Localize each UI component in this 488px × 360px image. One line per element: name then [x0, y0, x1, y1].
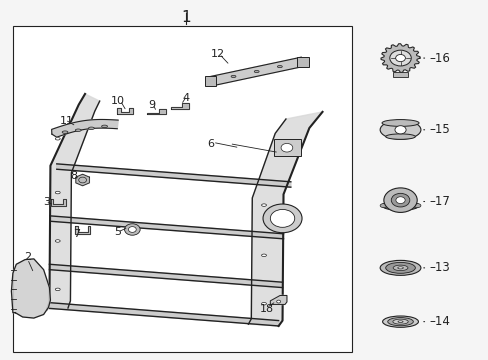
Circle shape — [281, 143, 292, 152]
Bar — [13, 26, 351, 352]
Text: –13: –13 — [429, 261, 449, 274]
Ellipse shape — [381, 120, 418, 126]
Circle shape — [276, 300, 280, 303]
Circle shape — [390, 193, 409, 207]
Text: –14: –14 — [429, 315, 450, 328]
Polygon shape — [208, 57, 304, 86]
Ellipse shape — [261, 204, 266, 206]
Ellipse shape — [385, 262, 414, 273]
Text: 6: 6 — [206, 139, 213, 149]
Ellipse shape — [55, 288, 60, 291]
Ellipse shape — [278, 152, 283, 154]
Text: –15: –15 — [429, 123, 449, 136]
Ellipse shape — [55, 240, 60, 242]
Text: 5: 5 — [114, 227, 121, 237]
Circle shape — [263, 204, 302, 233]
Text: 8: 8 — [70, 171, 77, 181]
Polygon shape — [76, 174, 89, 186]
Text: 4: 4 — [182, 93, 189, 103]
Ellipse shape — [379, 203, 387, 208]
Ellipse shape — [277, 66, 282, 68]
Text: –16: –16 — [429, 51, 450, 64]
Circle shape — [270, 210, 294, 227]
Circle shape — [383, 188, 416, 212]
Ellipse shape — [392, 265, 407, 271]
Bar — [392, 72, 407, 77]
Ellipse shape — [397, 267, 403, 269]
Ellipse shape — [254, 71, 259, 73]
Ellipse shape — [75, 129, 81, 131]
Text: 18: 18 — [259, 304, 273, 314]
Ellipse shape — [261, 302, 266, 305]
Polygon shape — [380, 44, 419, 72]
Polygon shape — [50, 216, 283, 239]
Circle shape — [124, 224, 140, 235]
Circle shape — [394, 126, 405, 134]
Polygon shape — [52, 120, 118, 137]
Ellipse shape — [385, 134, 414, 139]
Text: 9: 9 — [148, 100, 155, 110]
Text: 10: 10 — [110, 96, 124, 106]
Text: 7: 7 — [73, 229, 80, 239]
Ellipse shape — [392, 319, 407, 324]
Ellipse shape — [231, 75, 236, 77]
Text: 3: 3 — [43, 197, 50, 207]
Bar — [297, 57, 308, 67]
Polygon shape — [270, 296, 286, 305]
Text: 2: 2 — [24, 252, 31, 262]
Ellipse shape — [379, 120, 420, 139]
Circle shape — [389, 50, 410, 66]
Text: 12: 12 — [210, 49, 224, 59]
Circle shape — [395, 197, 405, 203]
Ellipse shape — [381, 201, 418, 210]
Ellipse shape — [62, 131, 68, 134]
Polygon shape — [51, 199, 65, 206]
Ellipse shape — [55, 138, 60, 140]
Ellipse shape — [55, 191, 60, 194]
Polygon shape — [147, 109, 166, 114]
Text: –17: –17 — [429, 195, 450, 208]
Text: 1: 1 — [181, 10, 190, 24]
Ellipse shape — [387, 318, 412, 326]
Ellipse shape — [397, 321, 402, 323]
Bar — [204, 76, 216, 86]
Text: 11: 11 — [60, 116, 73, 126]
Circle shape — [395, 54, 405, 62]
Circle shape — [128, 226, 136, 232]
Polygon shape — [117, 108, 133, 114]
Polygon shape — [49, 303, 278, 326]
Ellipse shape — [382, 316, 418, 327]
Ellipse shape — [261, 254, 266, 257]
Ellipse shape — [379, 260, 420, 275]
Ellipse shape — [413, 203, 420, 208]
Polygon shape — [49, 264, 282, 288]
Polygon shape — [170, 103, 189, 109]
Polygon shape — [248, 112, 322, 326]
Polygon shape — [11, 259, 50, 318]
Polygon shape — [75, 226, 90, 234]
Polygon shape — [57, 164, 290, 187]
Bar — [273, 139, 300, 156]
Polygon shape — [47, 94, 100, 309]
Ellipse shape — [88, 127, 94, 130]
Ellipse shape — [102, 125, 107, 127]
